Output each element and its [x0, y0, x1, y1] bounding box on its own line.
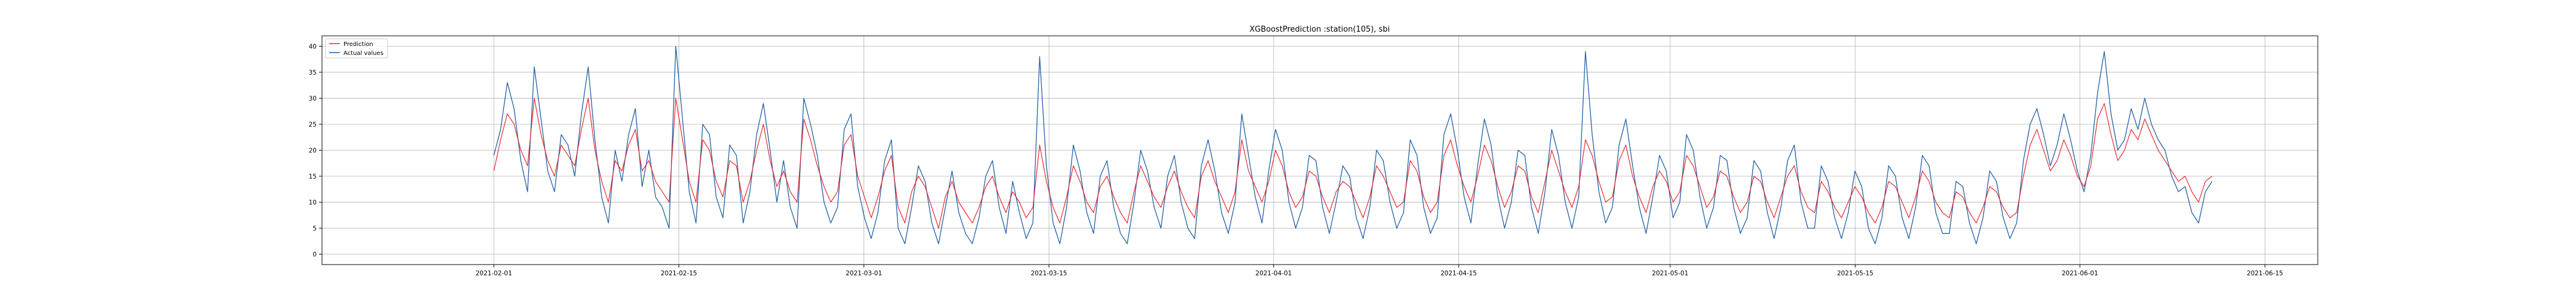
legend-box [325, 38, 388, 59]
legend: Prediction Actual values [325, 38, 388, 59]
x-tick-label: 2021-03-15 [1031, 270, 1067, 277]
x-tick-label: 2021-02-01 [476, 270, 512, 277]
x-tick-label: 2021-06-01 [2062, 270, 2098, 277]
x-axis: 2021-02-01 2021-02-15 2021-03-01 2021-03-15… [476, 265, 2283, 277]
chart-title: XGBoostPrediction :station(105), sbi [1249, 25, 1389, 34]
x-tick-label: 2021-05-15 [1837, 270, 1874, 277]
y-tick-label: 30 [309, 95, 317, 102]
y-tick-label: 0 [312, 251, 317, 259]
legend-label-actual-values: Actual values [343, 50, 383, 57]
legend-label-prediction: Prediction [343, 41, 373, 48]
y-tick-label: 20 [309, 148, 317, 155]
x-tick-label: 2021-04-15 [1441, 270, 1477, 277]
y-axis: 0 5 10 15 20 25 30 35 40 [309, 43, 322, 259]
x-tick-label: 2021-06-15 [2247, 270, 2283, 277]
y-tick-label: 5 [312, 225, 317, 232]
x-tick-label: 2021-05-01 [1652, 270, 1688, 277]
y-tick-label: 40 [309, 43, 317, 50]
x-tick-label: 2021-02-15 [661, 270, 697, 277]
x-tick-label: 2021-04-01 [1255, 270, 1292, 277]
y-tick-label: 25 [309, 121, 317, 128]
y-tick-label: 15 [309, 173, 317, 180]
series-line-prediction [493, 97, 2213, 229]
series-line-actual-values [493, 45, 2213, 244]
grid [322, 36, 2318, 265]
y-tick-label: 35 [309, 69, 317, 76]
x-tick-label: 2021-03-01 [846, 270, 882, 277]
series-layer [493, 45, 2213, 244]
y-tick-label: 10 [309, 199, 317, 207]
